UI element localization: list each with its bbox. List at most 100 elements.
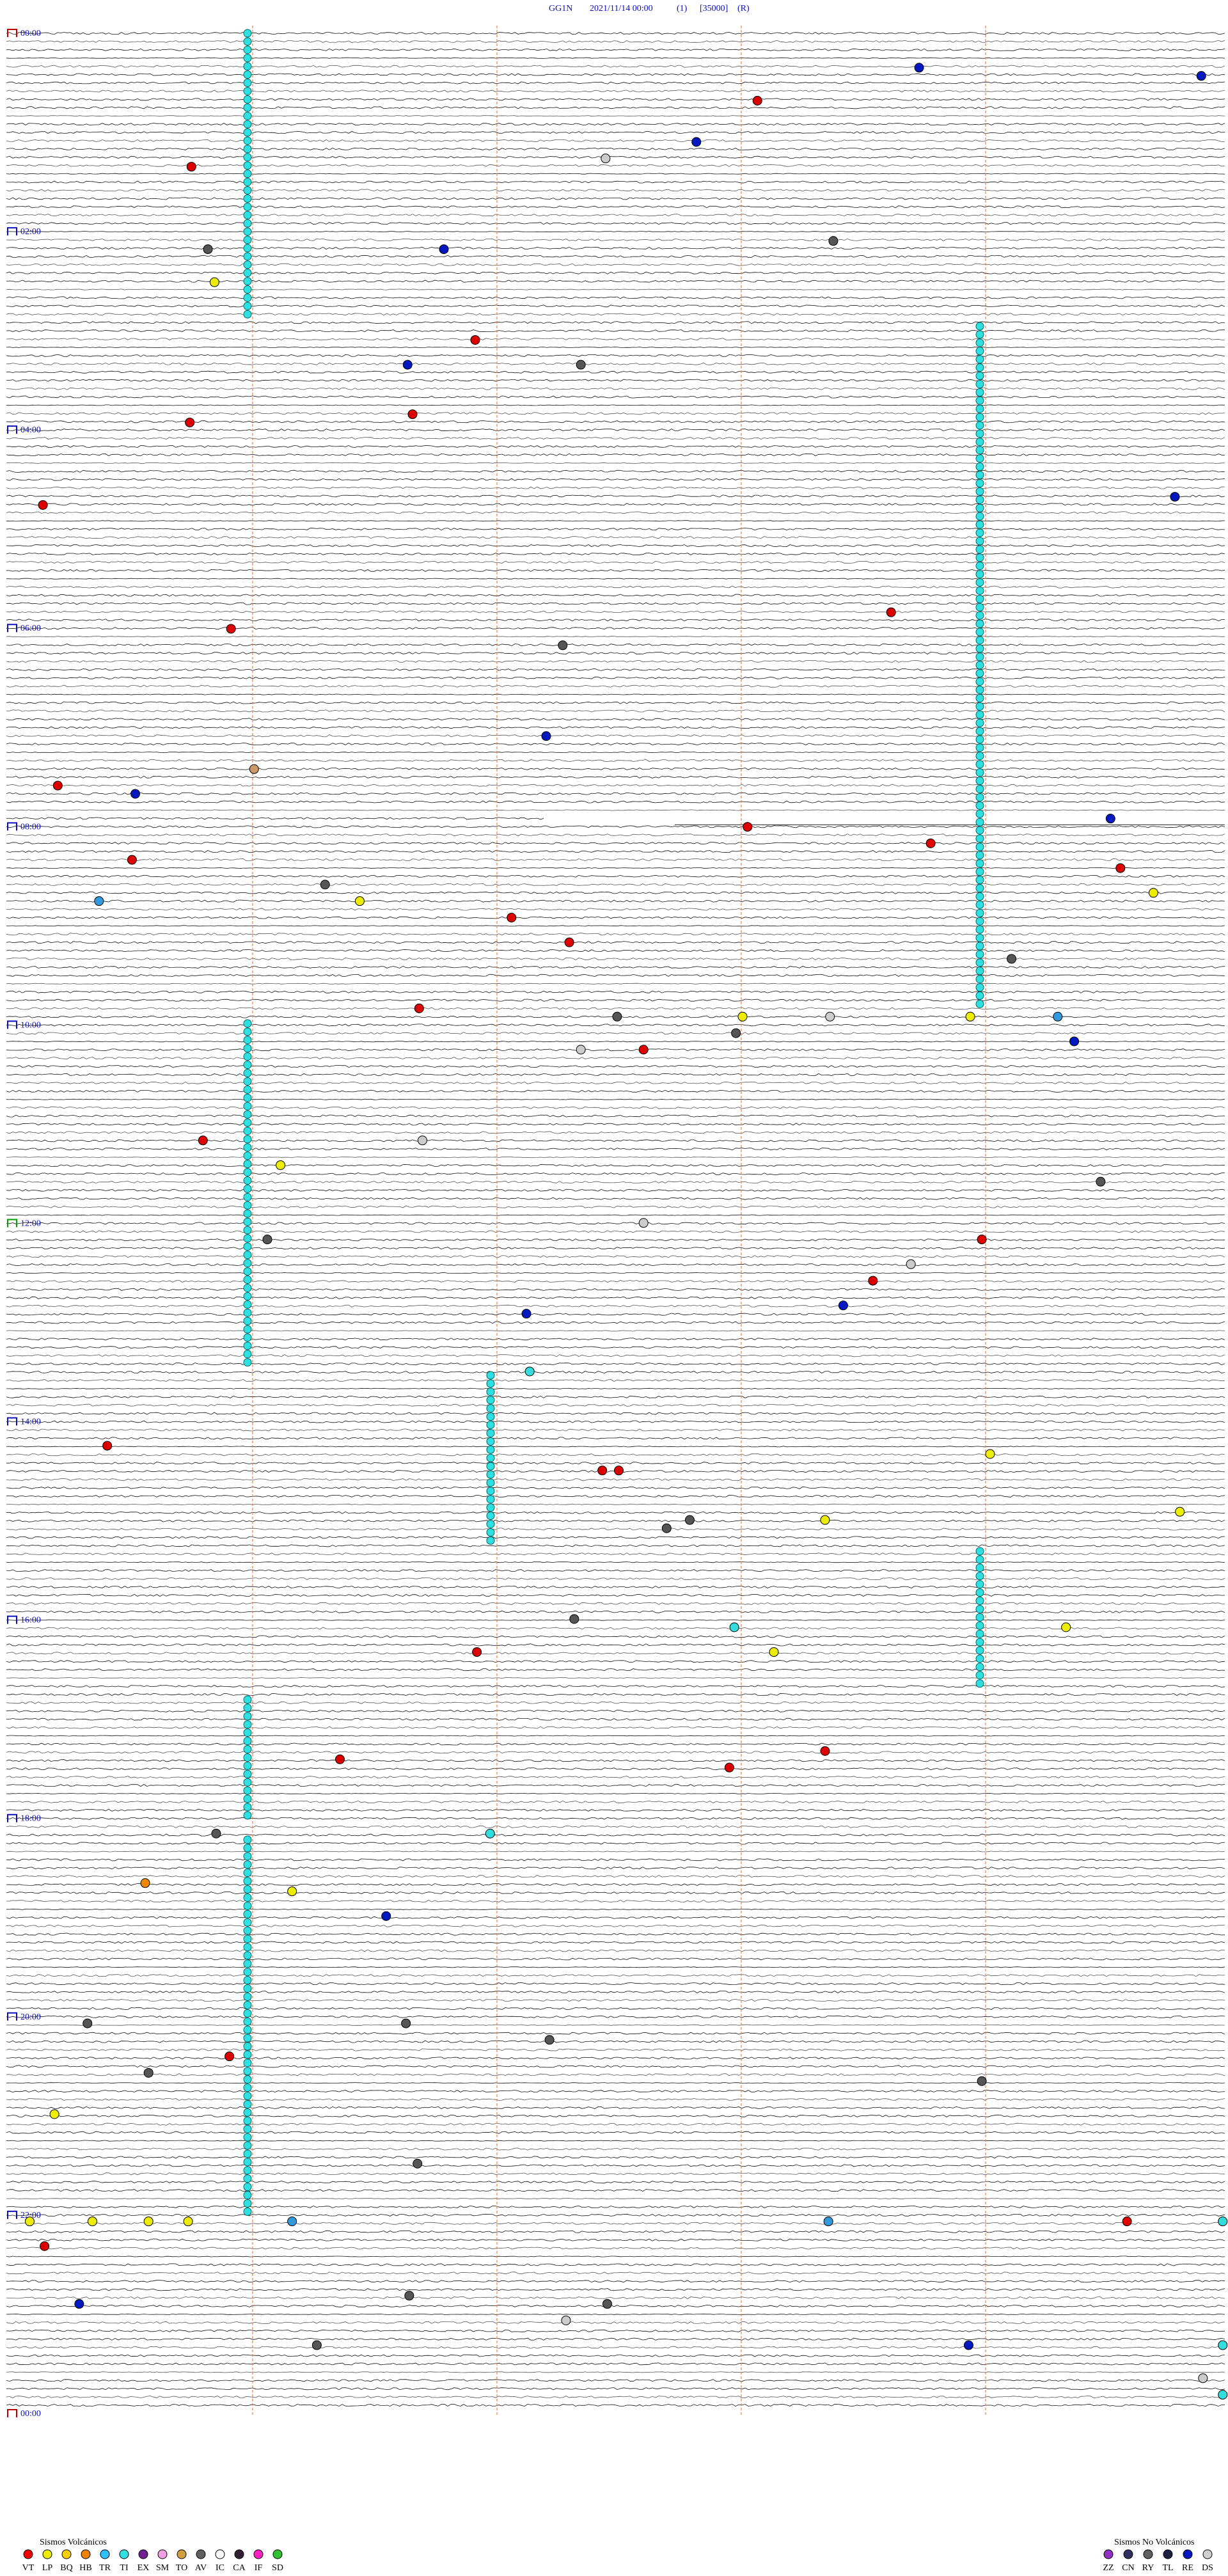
- event-dot: [243, 136, 252, 145]
- time-label: 16:00: [20, 1616, 41, 1625]
- trace: [6, 2164, 1225, 2167]
- trace: [6, 131, 1225, 134]
- trace: [6, 2197, 1225, 2200]
- legend-title: Sismos No Volcánicos: [1114, 2538, 1195, 2547]
- event-dot: [287, 1886, 297, 1897]
- event-dot: [243, 1085, 252, 1094]
- event-dot: [243, 1251, 252, 1260]
- event-dot: [975, 876, 984, 885]
- event-dot: [729, 1622, 739, 1632]
- event-dot: [1053, 1011, 1063, 1022]
- legend-dot: [81, 2549, 91, 2559]
- event-dot: [486, 1470, 495, 1479]
- traces: [6, 31, 1225, 2407]
- trace: [6, 1446, 1225, 1448]
- trace: [6, 957, 1225, 961]
- hour-marker: [7, 227, 17, 236]
- trace: [6, 974, 1225, 977]
- trace: [6, 1759, 1225, 1762]
- event-dot: [975, 421, 984, 430]
- event-dot: [975, 1555, 984, 1564]
- legend-dot: [119, 2549, 129, 2559]
- trace: [6, 1851, 1225, 1853]
- event-dot: [975, 553, 984, 562]
- legend-dot: [196, 2549, 206, 2559]
- event-dot: [975, 801, 984, 810]
- event-dot: [243, 2191, 252, 2200]
- event-dot: [1122, 2216, 1132, 2227]
- trace: [6, 1602, 1225, 1605]
- time-label: 00:00: [20, 2409, 41, 2419]
- event-dot: [243, 1934, 252, 1943]
- hour-marker: [7, 2012, 17, 2021]
- event-dot: [243, 1959, 252, 1968]
- event-dot: [243, 1077, 252, 1086]
- time-label: 14:00: [20, 1418, 41, 1427]
- event-dot: [243, 1761, 252, 1770]
- event-dot: [243, 1695, 252, 1704]
- event-dot: [243, 1909, 252, 1918]
- event-dot: [243, 1992, 252, 2001]
- trace: [6, 2272, 1225, 2275]
- event-dot: [743, 822, 753, 832]
- event-dot: [243, 2042, 252, 2051]
- event-dot: [311, 2340, 322, 2350]
- event-dot: [823, 2216, 833, 2227]
- legend-label: SD: [272, 2563, 283, 2573]
- event-dot: [975, 355, 984, 364]
- event-dot: [354, 896, 365, 906]
- event-dot: [975, 1572, 984, 1581]
- legend-dot: [253, 2549, 264, 2559]
- event-dot: [243, 178, 252, 187]
- trace: [6, 1288, 1225, 1291]
- trace: [6, 2296, 1225, 2300]
- event-dot: [975, 702, 984, 711]
- event-dot: [975, 743, 984, 752]
- trace: [6, 2387, 1225, 2390]
- trace: [6, 2288, 1225, 2291]
- event-dot: [243, 244, 252, 253]
- trace: [6, 214, 1225, 217]
- trace: [6, 2222, 1225, 2225]
- time-label: 04:00: [20, 425, 41, 435]
- event-dot: [975, 372, 984, 381]
- trace: [6, 1403, 1225, 1407]
- trace: [6, 40, 1225, 43]
- trace: [6, 453, 1225, 456]
- scale: [35000]: [700, 4, 728, 13]
- trace: [6, 1263, 1225, 1267]
- event-dot: [243, 2183, 252, 2192]
- trace: [6, 81, 1225, 84]
- event-dot: [975, 487, 984, 496]
- trace: [6, 1875, 1225, 1878]
- trace: [6, 313, 1225, 316]
- trace: [6, 2346, 1225, 2349]
- hour-marker: [7, 822, 17, 831]
- event-dot: [243, 2000, 252, 2009]
- trace: [6, 1585, 1225, 1589]
- event-dot: [975, 1597, 984, 1606]
- event-dot: [243, 2075, 252, 2084]
- trace: [6, 1428, 1225, 1432]
- trace: [6, 1081, 1225, 1084]
- trace: [6, 1494, 1225, 1497]
- trace: [6, 2007, 1225, 2010]
- event-dot: [243, 1769, 252, 1778]
- trace: [6, 1304, 1225, 1308]
- event-dot: [224, 2051, 235, 2062]
- trace: [6, 1544, 1225, 1547]
- event-dot: [975, 999, 984, 1008]
- trace: [6, 1098, 1225, 1100]
- event-dot: [417, 1135, 427, 1146]
- trace: [6, 1453, 1225, 1457]
- trace: [6, 1842, 1225, 1845]
- event-dot: [243, 1885, 252, 1894]
- trace: [6, 1867, 1225, 1870]
- trace: [6, 2065, 1225, 2068]
- event-dot: [975, 570, 984, 579]
- trace: [6, 1817, 1225, 1820]
- trace: [6, 1395, 1225, 1398]
- trace: [6, 2247, 1225, 2250]
- event-dot: [243, 2166, 252, 2175]
- event-dot: [601, 154, 611, 164]
